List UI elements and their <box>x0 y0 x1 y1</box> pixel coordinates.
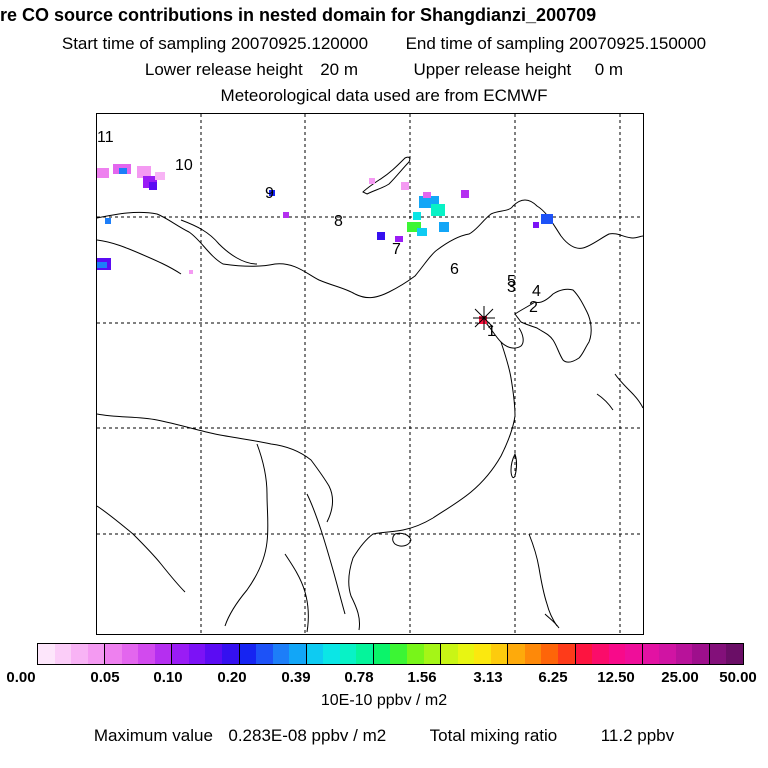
colorbar-cell <box>692 644 710 664</box>
colorbar-cell <box>441 644 458 664</box>
colorbar-cell <box>188 644 206 664</box>
tick-4: 0.39 <box>281 669 311 686</box>
map-svg: 1 2 3 4 5 6 7 8 9 10 11 <box>97 114 643 634</box>
upper-height-value: 0 m <box>594 60 624 79</box>
trajectory-labels: 1 2 3 4 5 6 7 8 9 10 11 <box>97 129 541 340</box>
tick-7: 3.13 <box>473 669 503 686</box>
plot-title: Fire CO source contributions in nested d… <box>0 5 597 25</box>
traj-label-9: 9 <box>265 185 274 202</box>
tick-3: 0.20 <box>217 669 247 686</box>
colorbar-cell <box>323 644 340 664</box>
colorbar-cell <box>105 644 122 664</box>
colorbar-cell <box>71 644 88 664</box>
colorbar-cell <box>154 644 173 664</box>
lower-height-value: 20 m <box>320 60 358 79</box>
traj-label-6: 6 <box>450 261 459 278</box>
map-panel: 1 2 3 4 5 6 7 8 9 10 11 <box>96 113 644 635</box>
colorbar-ticks: 0.00 0.05 0.10 0.20 0.39 0.78 1.56 3.13 … <box>0 669 768 689</box>
map-boundaries <box>97 156 643 633</box>
colorbar-cell <box>138 644 155 664</box>
colorbar-cell <box>256 644 273 664</box>
total-mixing-value: 11.2 ppbv <box>600 726 675 745</box>
traj-label-2: 2 <box>529 299 538 316</box>
colorbar-cell <box>524 644 542 664</box>
start-time-value: 20070925.120000 <box>231 34 369 53</box>
tick-8: 6.25 <box>538 669 568 686</box>
sampling-time-line: Start time of sampling 20070925.120000 E… <box>0 34 768 54</box>
colorbar-cell <box>205 644 223 664</box>
end-time-value: 20070925.150000 <box>569 34 707 53</box>
summary-line: Maximum value 0.283E-08 ppbv / m2 Total … <box>0 726 768 746</box>
traj-label-4: 4 <box>532 283 541 300</box>
fire-source-patches <box>97 164 553 324</box>
colorbar-cell <box>54 644 72 664</box>
traj-label-11: 11 <box>97 129 114 146</box>
colorbar-cell <box>289 644 307 664</box>
colorbar-cell <box>608 644 626 664</box>
tick-1: 0.05 <box>90 669 120 686</box>
traj-label-10: 10 <box>175 157 193 174</box>
tick-0: 0.00 <box>6 669 36 686</box>
tick-10: 25.00 <box>661 669 699 686</box>
colorbar-cell <box>592 644 609 664</box>
colorbar-cell <box>675 644 693 664</box>
end-time-label: End time of sampling <box>405 34 565 53</box>
start-time-label: Start time of sampling <box>61 34 227 53</box>
colorbar-cell <box>423 644 442 664</box>
upper-height-label: Upper release height <box>413 60 572 79</box>
colorbar-units: 10E-10 ppbv / m2 <box>320 692 448 709</box>
colorbar-cell <box>390 644 408 664</box>
colorbar-cell <box>490 644 509 664</box>
colorbar-cell <box>222 644 240 664</box>
tick-11: 50.00 <box>719 669 757 686</box>
release-height-line: Lower release height 20 m Upper release … <box>0 60 768 80</box>
max-value: 0.283E-08 ppbv / m2 <box>228 726 387 745</box>
colorbar-cell <box>356 644 374 664</box>
colorbar-cell <box>709 644 727 664</box>
traj-label-5: 5 <box>507 273 516 290</box>
colorbar-cell <box>239 644 257 664</box>
traj-label-3: 3 <box>507 279 516 296</box>
receptor-station-marker <box>473 306 495 330</box>
colorbar-cell <box>172 644 189 664</box>
colorbar <box>37 643 744 665</box>
colorbar-cell <box>474 644 491 664</box>
colorbar-cell <box>272 644 290 664</box>
meteorological-source-line: Meteorological data used are from ECMWF <box>220 86 548 105</box>
tick-9: 12.50 <box>597 669 635 686</box>
colorbar-cell <box>726 644 743 664</box>
traj-label-1: 1 <box>487 323 496 340</box>
tick-2: 0.10 <box>153 669 183 686</box>
colorbar-cell <box>625 644 643 664</box>
colorbar-cell <box>508 644 525 664</box>
colorbar-cell <box>373 644 391 664</box>
max-value-label: Maximum value <box>93 726 213 745</box>
total-mixing-label: Total mixing ratio <box>429 726 558 745</box>
tick-5: 0.78 <box>344 669 374 686</box>
colorbar-cell <box>306 644 324 664</box>
colorbar-cell <box>575 644 593 664</box>
colorbar-cell <box>407 644 424 664</box>
tick-6: 1.56 <box>407 669 437 686</box>
traj-label-8: 8 <box>334 213 343 230</box>
map-graticule <box>97 114 643 634</box>
colorbar-cell <box>642 644 660 664</box>
lower-height-label: Lower release height <box>144 60 303 79</box>
colorbar-cell <box>541 644 558 664</box>
traj-label-7: 7 <box>392 241 401 258</box>
colorbar-cell <box>87 644 106 664</box>
colorbar-cell <box>659 644 676 664</box>
colorbar-cell <box>457 644 475 664</box>
colorbar-cell <box>557 644 576 664</box>
colorbar-cell <box>339 644 357 664</box>
colorbar-cell <box>121 644 139 664</box>
colorbar-cell <box>38 644 55 664</box>
